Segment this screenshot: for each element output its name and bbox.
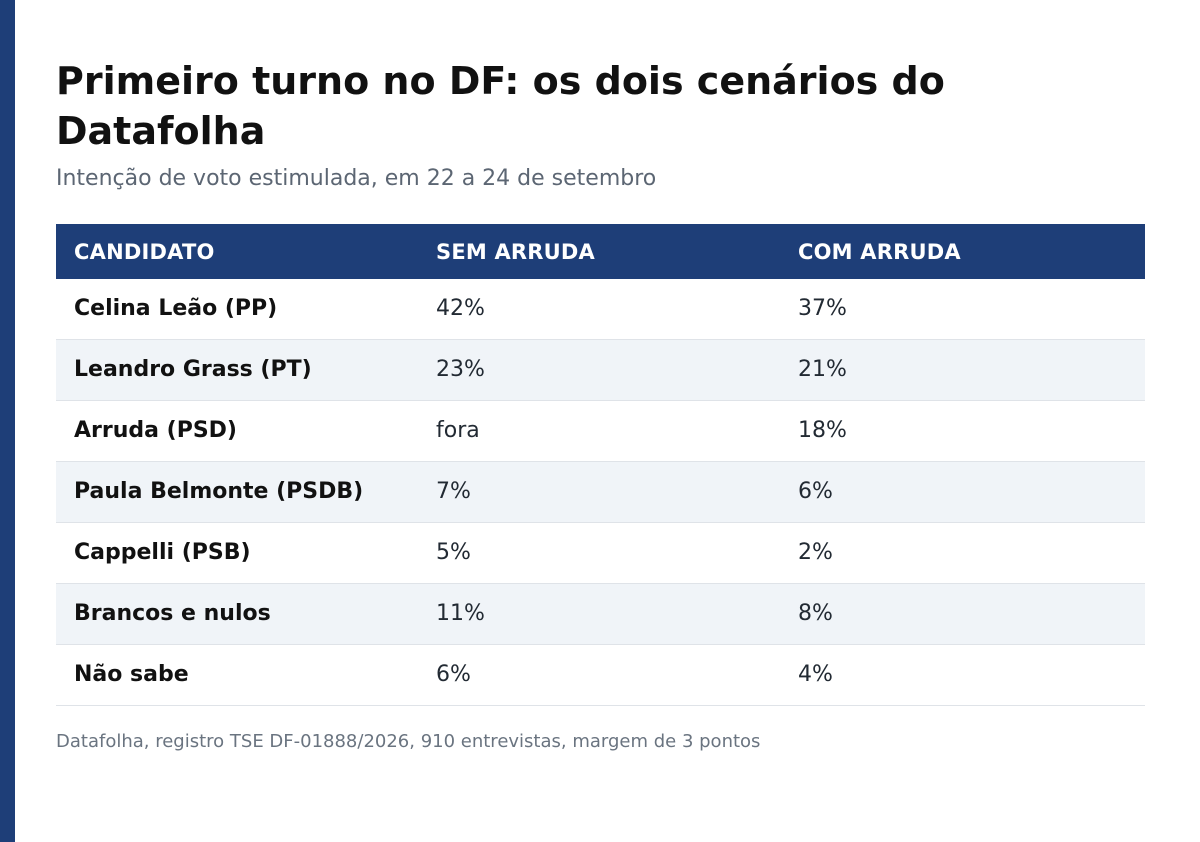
- chart-container: Primeiro turno no DF: os dois cenários d…: [56, 56, 1145, 754]
- table-header: CANDIDATO SEM ARRUDA COM ARRUDA: [56, 224, 1145, 279]
- candidate-name: Não sabe: [56, 644, 418, 706]
- candidate-name: Cappelli (PSB): [56, 522, 418, 584]
- table-body: Celina Leão (PP) 42% 37% Leandro Grass (…: [56, 279, 1145, 706]
- value-com-arruda: 4%: [780, 644, 1145, 706]
- candidate-name: Arruda (PSD): [56, 400, 418, 462]
- column-header-sem-arruda: SEM ARRUDA: [418, 224, 780, 279]
- chart-subtitle: Intenção de voto estimulada, em 22 a 24 …: [56, 166, 657, 191]
- column-header-com-arruda: COM ARRUDA: [780, 224, 1145, 279]
- value-sem-arruda: 7%: [418, 461, 780, 523]
- candidate-name: Paula Belmonte (PSDB): [56, 461, 418, 523]
- column-header-candidato: CANDIDATO: [56, 224, 418, 279]
- value-com-arruda: 6%: [780, 461, 1145, 523]
- candidate-name: Leandro Grass (PT): [56, 339, 418, 401]
- value-com-arruda: 8%: [780, 583, 1145, 645]
- candidate-name: Celina Leão (PP): [56, 279, 418, 340]
- table-row: Leandro Grass (PT) 23% 21%: [56, 339, 1145, 401]
- table-row: Brancos e nulos 11% 8%: [56, 583, 1145, 645]
- source-note: Datafolha, registro TSE DF-01888/2026, 9…: [56, 731, 761, 752]
- table-row: Paula Belmonte (PSDB) 7% 6%: [56, 461, 1145, 523]
- value-sem-arruda: fora: [418, 400, 780, 462]
- table-row: Arruda (PSD) fora 18%: [56, 400, 1145, 462]
- table-row: Não sabe 6% 4%: [56, 644, 1145, 706]
- candidate-name: Brancos e nulos: [56, 583, 418, 645]
- value-sem-arruda: 6%: [418, 644, 780, 706]
- value-sem-arruda: 11%: [418, 583, 780, 645]
- value-com-arruda: 18%: [780, 400, 1145, 462]
- value-com-arruda: 2%: [780, 522, 1145, 584]
- value-com-arruda: 37%: [780, 279, 1145, 340]
- value-sem-arruda: 23%: [418, 339, 780, 401]
- chart-title: Primeiro turno no DF: os dois cenários d…: [56, 59, 945, 153]
- value-sem-arruda: 42%: [418, 279, 780, 340]
- header-row: CANDIDATO SEM ARRUDA COM ARRUDA: [56, 224, 1145, 279]
- results-table: CANDIDATO SEM ARRUDA COM ARRUDA Celina L…: [56, 224, 1145, 706]
- accent-bar: [0, 0, 15, 842]
- value-sem-arruda: 5%: [418, 522, 780, 584]
- value-com-arruda: 21%: [780, 339, 1145, 401]
- table-row: Cappelli (PSB) 5% 2%: [56, 522, 1145, 584]
- table-row: Celina Leão (PP) 42% 37%: [56, 279, 1145, 340]
